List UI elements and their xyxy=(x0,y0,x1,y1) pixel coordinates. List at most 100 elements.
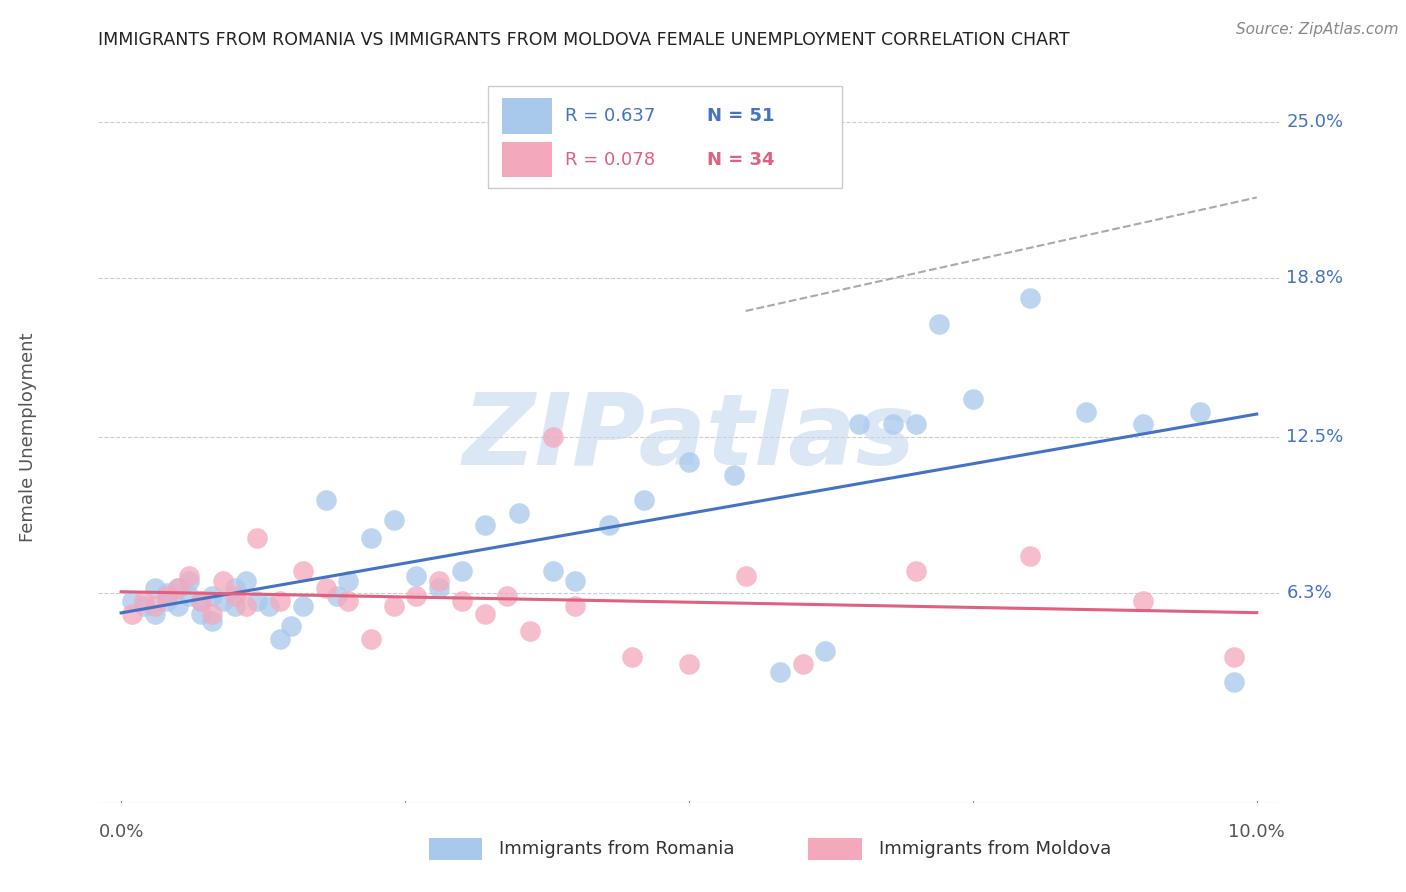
Point xyxy=(167,582,190,596)
Point xyxy=(235,574,257,588)
Point xyxy=(769,665,792,679)
Point xyxy=(315,582,337,596)
Point xyxy=(474,607,496,621)
Text: Female Unemployment: Female Unemployment xyxy=(18,333,37,541)
Point xyxy=(723,467,745,482)
Point xyxy=(235,599,257,613)
Point xyxy=(246,594,269,608)
Point xyxy=(962,392,984,407)
Point xyxy=(882,417,904,432)
Point xyxy=(190,607,212,621)
Point xyxy=(474,518,496,533)
Point xyxy=(1018,291,1040,305)
Point xyxy=(179,589,201,603)
Point xyxy=(167,599,190,613)
Point xyxy=(905,564,928,578)
Point xyxy=(121,594,143,608)
Text: 18.8%: 18.8% xyxy=(1286,269,1344,287)
Point xyxy=(143,582,166,596)
Point xyxy=(792,657,814,671)
Point xyxy=(269,594,291,608)
Point xyxy=(246,531,269,545)
Point xyxy=(564,599,586,613)
Point xyxy=(337,574,360,588)
Point xyxy=(541,430,564,444)
Point xyxy=(496,589,519,603)
Point xyxy=(143,607,166,621)
Point xyxy=(1223,649,1246,664)
Point xyxy=(564,574,586,588)
Point xyxy=(541,564,564,578)
Point xyxy=(382,513,405,527)
Point xyxy=(519,624,541,639)
Point xyxy=(155,594,177,608)
FancyBboxPatch shape xyxy=(502,143,553,178)
Text: ZIPatlas: ZIPatlas xyxy=(463,389,915,485)
Point xyxy=(121,607,143,621)
Point xyxy=(326,589,349,603)
Point xyxy=(224,599,246,613)
FancyBboxPatch shape xyxy=(488,86,842,188)
Point xyxy=(190,594,212,608)
FancyBboxPatch shape xyxy=(502,98,553,134)
Point xyxy=(1223,674,1246,689)
Point xyxy=(427,574,450,588)
Point xyxy=(405,569,427,583)
Point xyxy=(212,574,235,588)
Point xyxy=(1018,549,1040,563)
Text: IMMIGRANTS FROM ROMANIA VS IMMIGRANTS FROM MOLDOVA FEMALE UNEMPLOYMENT CORRELATI: IMMIGRANTS FROM ROMANIA VS IMMIGRANTS FR… xyxy=(98,31,1070,49)
Point xyxy=(155,589,177,603)
Point xyxy=(280,619,302,633)
Text: 25.0%: 25.0% xyxy=(1286,112,1344,131)
Text: Immigrants from Moldova: Immigrants from Moldova xyxy=(879,840,1111,858)
Point xyxy=(179,569,201,583)
Point xyxy=(848,417,870,432)
Point xyxy=(143,599,166,613)
Point xyxy=(734,569,756,583)
Point xyxy=(201,614,224,628)
Text: 10.0%: 10.0% xyxy=(1229,823,1285,841)
Point xyxy=(201,589,224,603)
Point xyxy=(212,594,235,608)
Point xyxy=(427,582,450,596)
Point xyxy=(190,594,212,608)
Point xyxy=(1132,594,1154,608)
Point xyxy=(1076,405,1098,419)
Text: Immigrants from Romania: Immigrants from Romania xyxy=(499,840,734,858)
Point xyxy=(179,574,201,588)
Text: 6.3%: 6.3% xyxy=(1286,584,1333,602)
Text: R = 0.078: R = 0.078 xyxy=(565,151,655,169)
Point xyxy=(1132,417,1154,432)
Point xyxy=(291,564,314,578)
Point xyxy=(633,493,655,508)
Point xyxy=(360,632,382,646)
Point xyxy=(1188,405,1211,419)
Point xyxy=(132,594,155,608)
Point xyxy=(905,417,928,432)
Point xyxy=(678,455,700,469)
Point xyxy=(360,531,382,545)
Point xyxy=(291,599,314,613)
Point xyxy=(508,506,530,520)
Point xyxy=(450,594,472,608)
Text: N = 34: N = 34 xyxy=(707,151,775,169)
Point xyxy=(224,589,246,603)
Point xyxy=(315,493,337,508)
Text: R = 0.637: R = 0.637 xyxy=(565,107,655,125)
Point xyxy=(598,518,620,533)
Point xyxy=(201,607,224,621)
Point xyxy=(155,586,177,600)
Text: N = 51: N = 51 xyxy=(707,107,775,125)
Point xyxy=(814,644,837,658)
Text: Source: ZipAtlas.com: Source: ZipAtlas.com xyxy=(1236,22,1399,37)
Point xyxy=(405,589,427,603)
Point xyxy=(269,632,291,646)
Point xyxy=(450,564,472,578)
Point xyxy=(224,582,246,596)
Point xyxy=(928,317,950,331)
Text: 0.0%: 0.0% xyxy=(98,823,143,841)
Point xyxy=(167,582,190,596)
Point xyxy=(132,599,155,613)
Point xyxy=(337,594,360,608)
Point xyxy=(678,657,700,671)
